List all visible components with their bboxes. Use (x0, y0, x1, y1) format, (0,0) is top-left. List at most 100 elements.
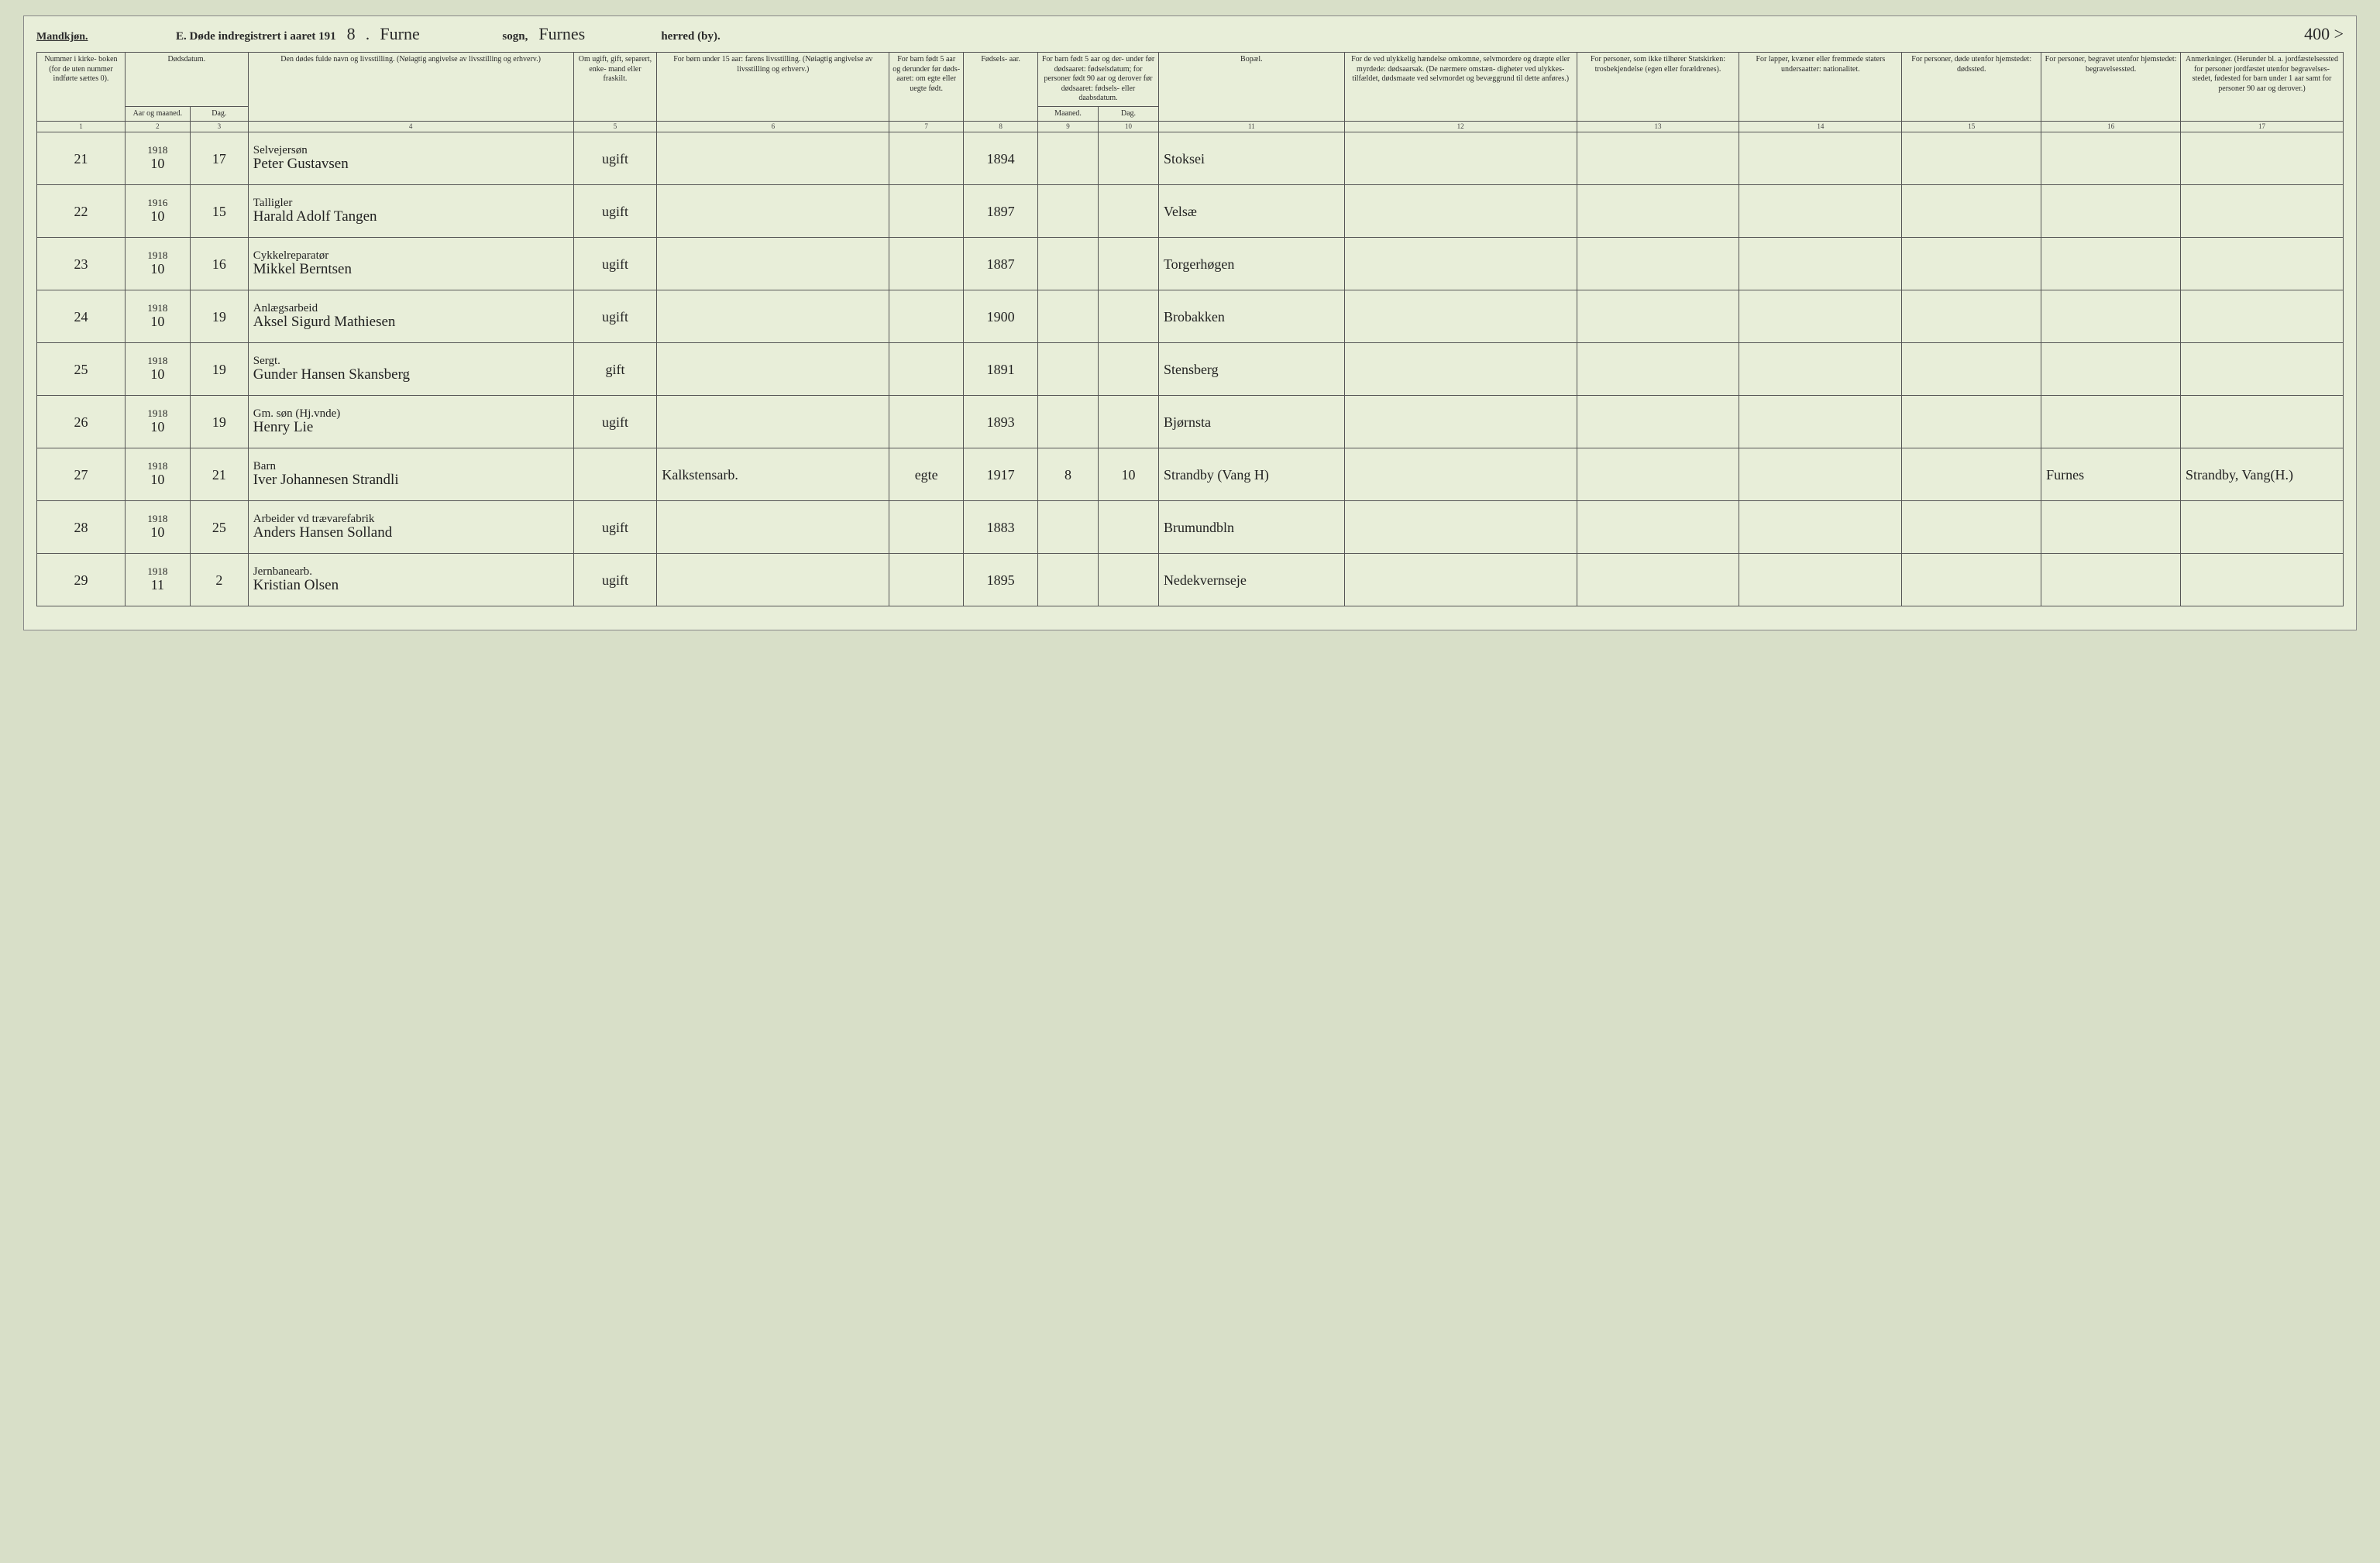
table-cell (1099, 396, 1159, 448)
table-cell (2181, 396, 2344, 448)
colnum: 17 (2181, 122, 2344, 132)
table-cell (1038, 396, 1099, 448)
table-cell: Strandby (Vang H) (1158, 448, 1344, 501)
title-prefix: E. Døde indregistrert i aaret 191 (176, 30, 336, 43)
table-cell: 19 (190, 290, 248, 343)
table-cell: 10 (1099, 448, 1159, 501)
table-cell: Stensberg (1158, 343, 1344, 396)
table-cell (1577, 343, 1739, 396)
col-9-10-group-header: For barn født 5 aar og der- under før dø… (1038, 53, 1159, 107)
table-cell (657, 290, 889, 343)
table-cell: 15 (190, 185, 248, 238)
table-cell (1038, 343, 1099, 396)
table-cell (1099, 554, 1159, 606)
table-cell (2041, 501, 2181, 554)
table-cell: egte (889, 448, 964, 501)
table-cell: 22 (37, 185, 126, 238)
table-cell (889, 554, 964, 606)
gender-label: Mandkjøn. (36, 31, 176, 43)
table-cell (1577, 185, 1739, 238)
table-cell (1577, 396, 1739, 448)
table-cell (657, 343, 889, 396)
table-cell: Strandby, Vang(H.) (2181, 448, 2344, 501)
table-cell (889, 132, 964, 185)
table-cell: 21 (37, 132, 126, 185)
table-cell (573, 448, 657, 501)
table-cell: 24 (37, 290, 126, 343)
colnum: 3 (190, 122, 248, 132)
colnum: 12 (1344, 122, 1577, 132)
table-row: 2819181025Arbeider vd trævarefabrikAnder… (37, 501, 2344, 554)
table-cell (2181, 290, 2344, 343)
col-10-header: Dag. (1099, 106, 1159, 122)
table-cell (1344, 132, 1577, 185)
table-cell (1902, 238, 2041, 290)
table-cell: 1891 (964, 343, 1038, 396)
table-cell: 1900 (964, 290, 1038, 343)
table-cell (1344, 238, 1577, 290)
colnum: 14 (1739, 122, 1902, 132)
table-cell (2041, 290, 2181, 343)
col-7-header: For barn født 5 aar og derunder før døds… (889, 53, 964, 122)
colnum: 2 (125, 122, 190, 132)
table-cell (2181, 238, 2344, 290)
table-cell: 191610 (125, 185, 190, 238)
col-3-header: Dag. (190, 106, 248, 122)
table-cell: Brobakken (1158, 290, 1344, 343)
colnum: 10 (1099, 122, 1159, 132)
col-14-header: For lapper, kvæner eller fremmede stater… (1739, 53, 1902, 122)
table-cell: Nedekvernseje (1158, 554, 1344, 606)
table-cell (1739, 290, 1902, 343)
table-cell (1038, 290, 1099, 343)
table-cell: 191810 (125, 343, 190, 396)
table-cell: 1894 (964, 132, 1038, 185)
table-cell: 191810 (125, 396, 190, 448)
table-cell (2041, 238, 2181, 290)
table-header: Nummer i kirke- boken (for de uten numme… (37, 53, 2344, 132)
table-cell (1344, 554, 1577, 606)
table-cell: 1895 (964, 554, 1038, 606)
table-cell (1038, 554, 1099, 606)
sogn-written: Furne (373, 24, 497, 44)
colnum: 11 (1158, 122, 1344, 132)
table-cell: CykkelreparatørMikkel Berntsen (248, 238, 573, 290)
table-cell (2181, 554, 2344, 606)
table-cell (1344, 448, 1577, 501)
col-15-header: For personer, døde utenfor hjemstedet: d… (1902, 53, 2041, 122)
col-16-header: For personer, begravet utenfor hjemstede… (2041, 53, 2181, 122)
table-cell: 26 (37, 396, 126, 448)
herred-label: herred (by). (661, 30, 720, 43)
register-page: Mandkjøn. E. Døde indregistrert i aaret … (23, 15, 2357, 630)
table-cell (1577, 132, 1739, 185)
table-cell (1577, 238, 1739, 290)
table-cell: gift (573, 343, 657, 396)
table-cell: Bjørnsta (1158, 396, 1344, 448)
table-cell (1739, 448, 1902, 501)
table-cell: 29 (37, 554, 126, 606)
table-cell (889, 396, 964, 448)
table-cell (889, 290, 964, 343)
table-cell: 23 (37, 238, 126, 290)
sogn-label: sogn, (502, 30, 528, 43)
table-cell: 19 (190, 396, 248, 448)
table-cell (2181, 501, 2344, 554)
table-cell: 191810 (125, 290, 190, 343)
table-cell (1902, 132, 2041, 185)
table-cell (657, 554, 889, 606)
table-row: 2719181021BarnIver Johannesen StrandliKa… (37, 448, 2344, 501)
table-row: 2119181017SelvejersønPeter Gustavsenugif… (37, 132, 2344, 185)
table-cell (1344, 396, 1577, 448)
table-cell: 191810 (125, 501, 190, 554)
table-cell (1099, 343, 1159, 396)
table-cell (1344, 185, 1577, 238)
table-cell (1577, 501, 1739, 554)
table-cell (2181, 185, 2344, 238)
colnum: 6 (657, 122, 889, 132)
table-cell: 2 (190, 554, 248, 606)
table-cell: Jernbanearb.Kristian Olsen (248, 554, 573, 606)
table-cell: 1917 (964, 448, 1038, 501)
colnum: 13 (1577, 122, 1739, 132)
table-cell (1902, 343, 2041, 396)
table-cell: Gm. søn (Hj.vnde)Henry Lie (248, 396, 573, 448)
col-4-header: Den dødes fulde navn og livsstilling. (N… (248, 53, 573, 122)
